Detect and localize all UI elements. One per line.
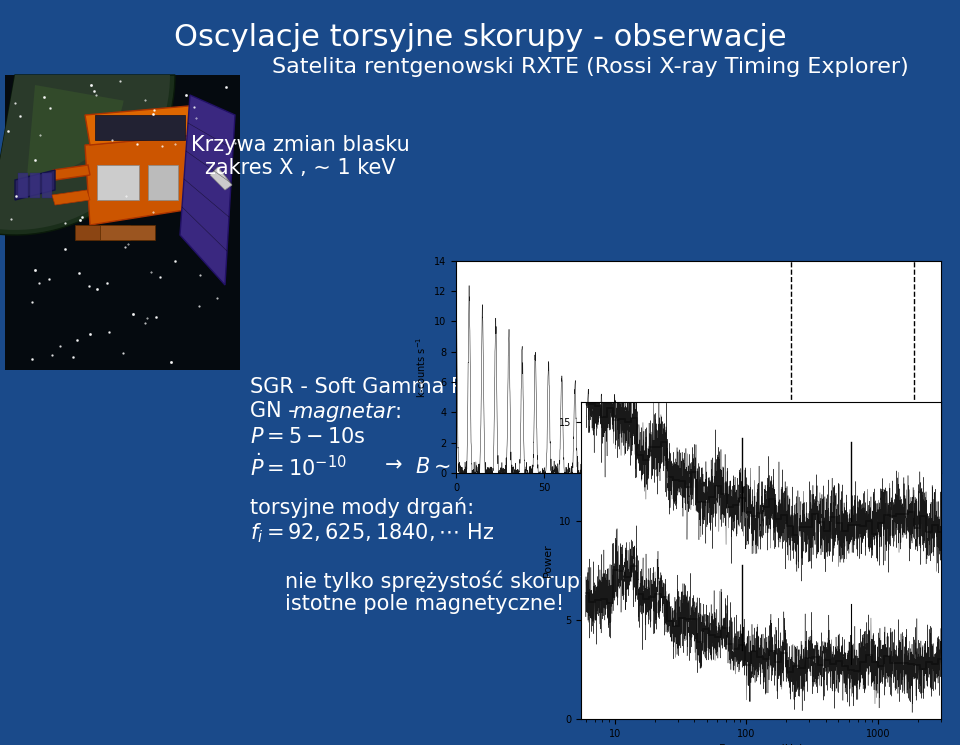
Wedge shape [0, 75, 175, 235]
Wedge shape [27, 85, 124, 175]
Text: $\dot{P} = 10^{-10}$: $\dot{P} = 10^{-10}$ [250, 453, 347, 480]
Bar [5, 75, 240, 370]
Text: istotne pole magnetyczne!: istotne pole magnetyczne! [285, 594, 564, 614]
Polygon shape [85, 105, 200, 145]
Polygon shape [15, 170, 55, 200]
Text: $B \sim 10^{14}$G: $B \sim 10^{14}$G [415, 453, 517, 478]
X-axis label: Frequency (Hz): Frequency (Hz) [719, 744, 803, 745]
Y-axis label: Power: Power [543, 544, 553, 577]
Bar [42, 173, 52, 198]
Text: GN -: GN - [250, 401, 302, 421]
Polygon shape [210, 167, 232, 190]
Text: torsyjne mody drgań:: torsyjne mody drgań: [250, 497, 474, 518]
Text: $f_i = 92, 625, 1840, \cdots$ Hz: $f_i = 92, 625, 1840, \cdots$ Hz [250, 521, 494, 545]
Bar [18, 173, 28, 198]
Bar [95, 115, 185, 140]
Text: Oscylacje torsyjne skorupy - obserwacje: Oscylacje torsyjne skorupy - obserwacje [174, 23, 786, 52]
Bar [30, 173, 40, 198]
Polygon shape [85, 135, 195, 225]
Text: zakres X , ~ 1 keV: zakres X , ~ 1 keV [204, 158, 396, 178]
Text: SGR - Soft Gamma Repeater: SGR - Soft Gamma Repeater [250, 377, 546, 397]
Text: nie tylko sprężystоść skorupy: nie tylko sprężystоść skorupy [285, 570, 592, 592]
Text: Krzywa zmian blasku: Krzywa zmian blasku [191, 135, 409, 155]
Polygon shape [180, 95, 235, 285]
Polygon shape [53, 165, 90, 180]
Polygon shape [52, 190, 90, 205]
Text: $\rightarrow$: $\rightarrow$ [380, 453, 402, 473]
Bar [97, 165, 139, 200]
Text: Satelita rentgenowski RXTE (Rossi X-ray Timing Explorer): Satelita rentgenowski RXTE (Rossi X-ray … [272, 57, 908, 77]
Bar [100, 225, 155, 240]
Text: $P = 5 - 10$s: $P = 5 - 10$s [250, 427, 366, 447]
Text: $\mathit{magnetar}$:: $\mathit{magnetar}$: [292, 401, 400, 424]
Y-axis label: k-counts s$^{-1}$: k-counts s$^{-1}$ [415, 336, 428, 398]
X-axis label: Time (s): Time (s) [676, 498, 721, 508]
Wedge shape [0, 75, 170, 230]
Bar [148, 165, 178, 200]
Bar [75, 225, 130, 240]
